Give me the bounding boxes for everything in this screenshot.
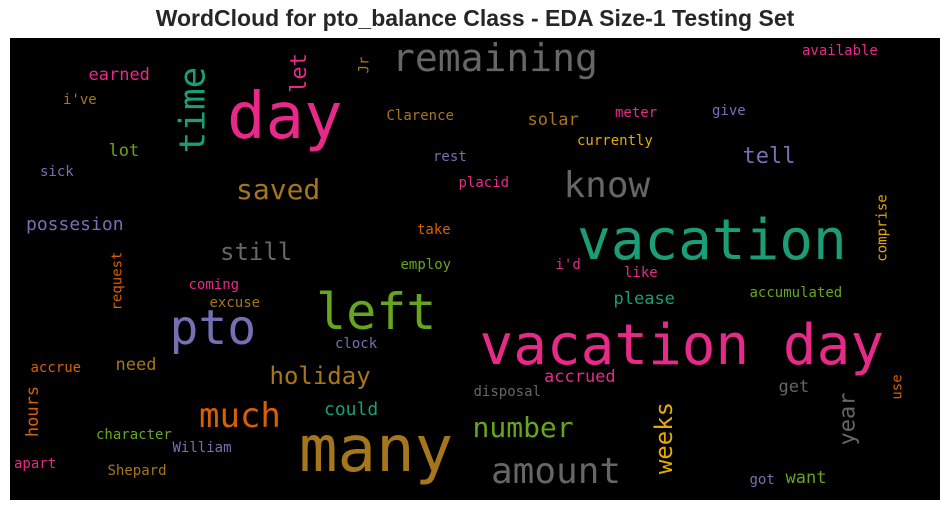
- word-day: day: [227, 80, 343, 154]
- word-need: need: [115, 354, 157, 375]
- word-still: still: [220, 238, 293, 266]
- word-holiday: holiday: [269, 362, 371, 390]
- word-left: left: [316, 283, 437, 341]
- word-get: get: [778, 376, 810, 397]
- word-jr: Jr: [355, 56, 372, 74]
- word-accrued: accrued: [544, 366, 616, 387]
- word-coming: coming: [188, 277, 240, 293]
- word-accumulated: accumulated: [749, 285, 843, 301]
- word-rest: rest: [433, 149, 467, 165]
- word-currently: currently: [577, 133, 653, 149]
- word-placid: placid: [458, 175, 510, 191]
- word-hours: hours: [22, 385, 43, 437]
- word-want: want: [785, 467, 827, 488]
- word-meter: meter: [615, 105, 658, 121]
- word-got: got: [749, 472, 775, 488]
- word-much: much: [199, 396, 281, 436]
- word-lot: lot: [108, 140, 140, 161]
- word-know: know: [563, 165, 651, 206]
- word-i-d: i'd: [555, 257, 581, 273]
- word-earned: earned: [88, 64, 150, 85]
- word-clock: clock: [335, 336, 378, 352]
- word-vacation: vacation: [577, 208, 847, 273]
- word-use: use: [889, 374, 906, 400]
- word-give: give: [712, 103, 746, 119]
- word-solar: solar: [527, 109, 579, 130]
- word-please: please: [613, 288, 675, 309]
- chart-title: WordCloud for pto_balance Class - EDA Si…: [155, 5, 795, 31]
- word-let: let: [286, 53, 312, 93]
- word-employ: employ: [400, 257, 452, 273]
- word-remaining: remaining: [392, 38, 598, 80]
- word-could: could: [324, 399, 379, 420]
- word-accrue: accrue: [30, 360, 82, 376]
- word-number: number: [472, 411, 574, 444]
- wordcloud-canvas: vacation day vacation many day left pto remain…: [10, 38, 940, 500]
- word-william: William: [172, 440, 232, 456]
- word-many: many: [299, 413, 454, 487]
- word-amount: amount: [491, 451, 622, 492]
- word-time: time: [171, 66, 213, 154]
- word-weeks: weeks: [650, 401, 679, 475]
- word-clarence: Clarence: [386, 108, 454, 124]
- word-disposal: disposal: [473, 384, 541, 400]
- word-possesion: possesion: [26, 214, 124, 235]
- word-character: character: [96, 427, 172, 443]
- word-like: like: [624, 265, 658, 281]
- word-saved: saved: [236, 173, 321, 206]
- word-i-ve: i've: [63, 92, 97, 108]
- word-vacation-day: vacation day: [479, 313, 885, 378]
- word-pto: pto: [169, 300, 257, 356]
- word-comprise: comprise: [874, 194, 891, 262]
- word-excuse: excuse: [209, 295, 261, 311]
- word-tell: tell: [742, 144, 796, 169]
- word-take: take: [417, 222, 451, 238]
- word-sick: sick: [40, 164, 74, 180]
- word-available: available: [802, 43, 878, 59]
- word-request: request: [109, 251, 126, 311]
- word-apart: apart: [14, 456, 57, 472]
- word-year: year: [834, 392, 860, 446]
- word-shepard: Shepard: [107, 463, 167, 479]
